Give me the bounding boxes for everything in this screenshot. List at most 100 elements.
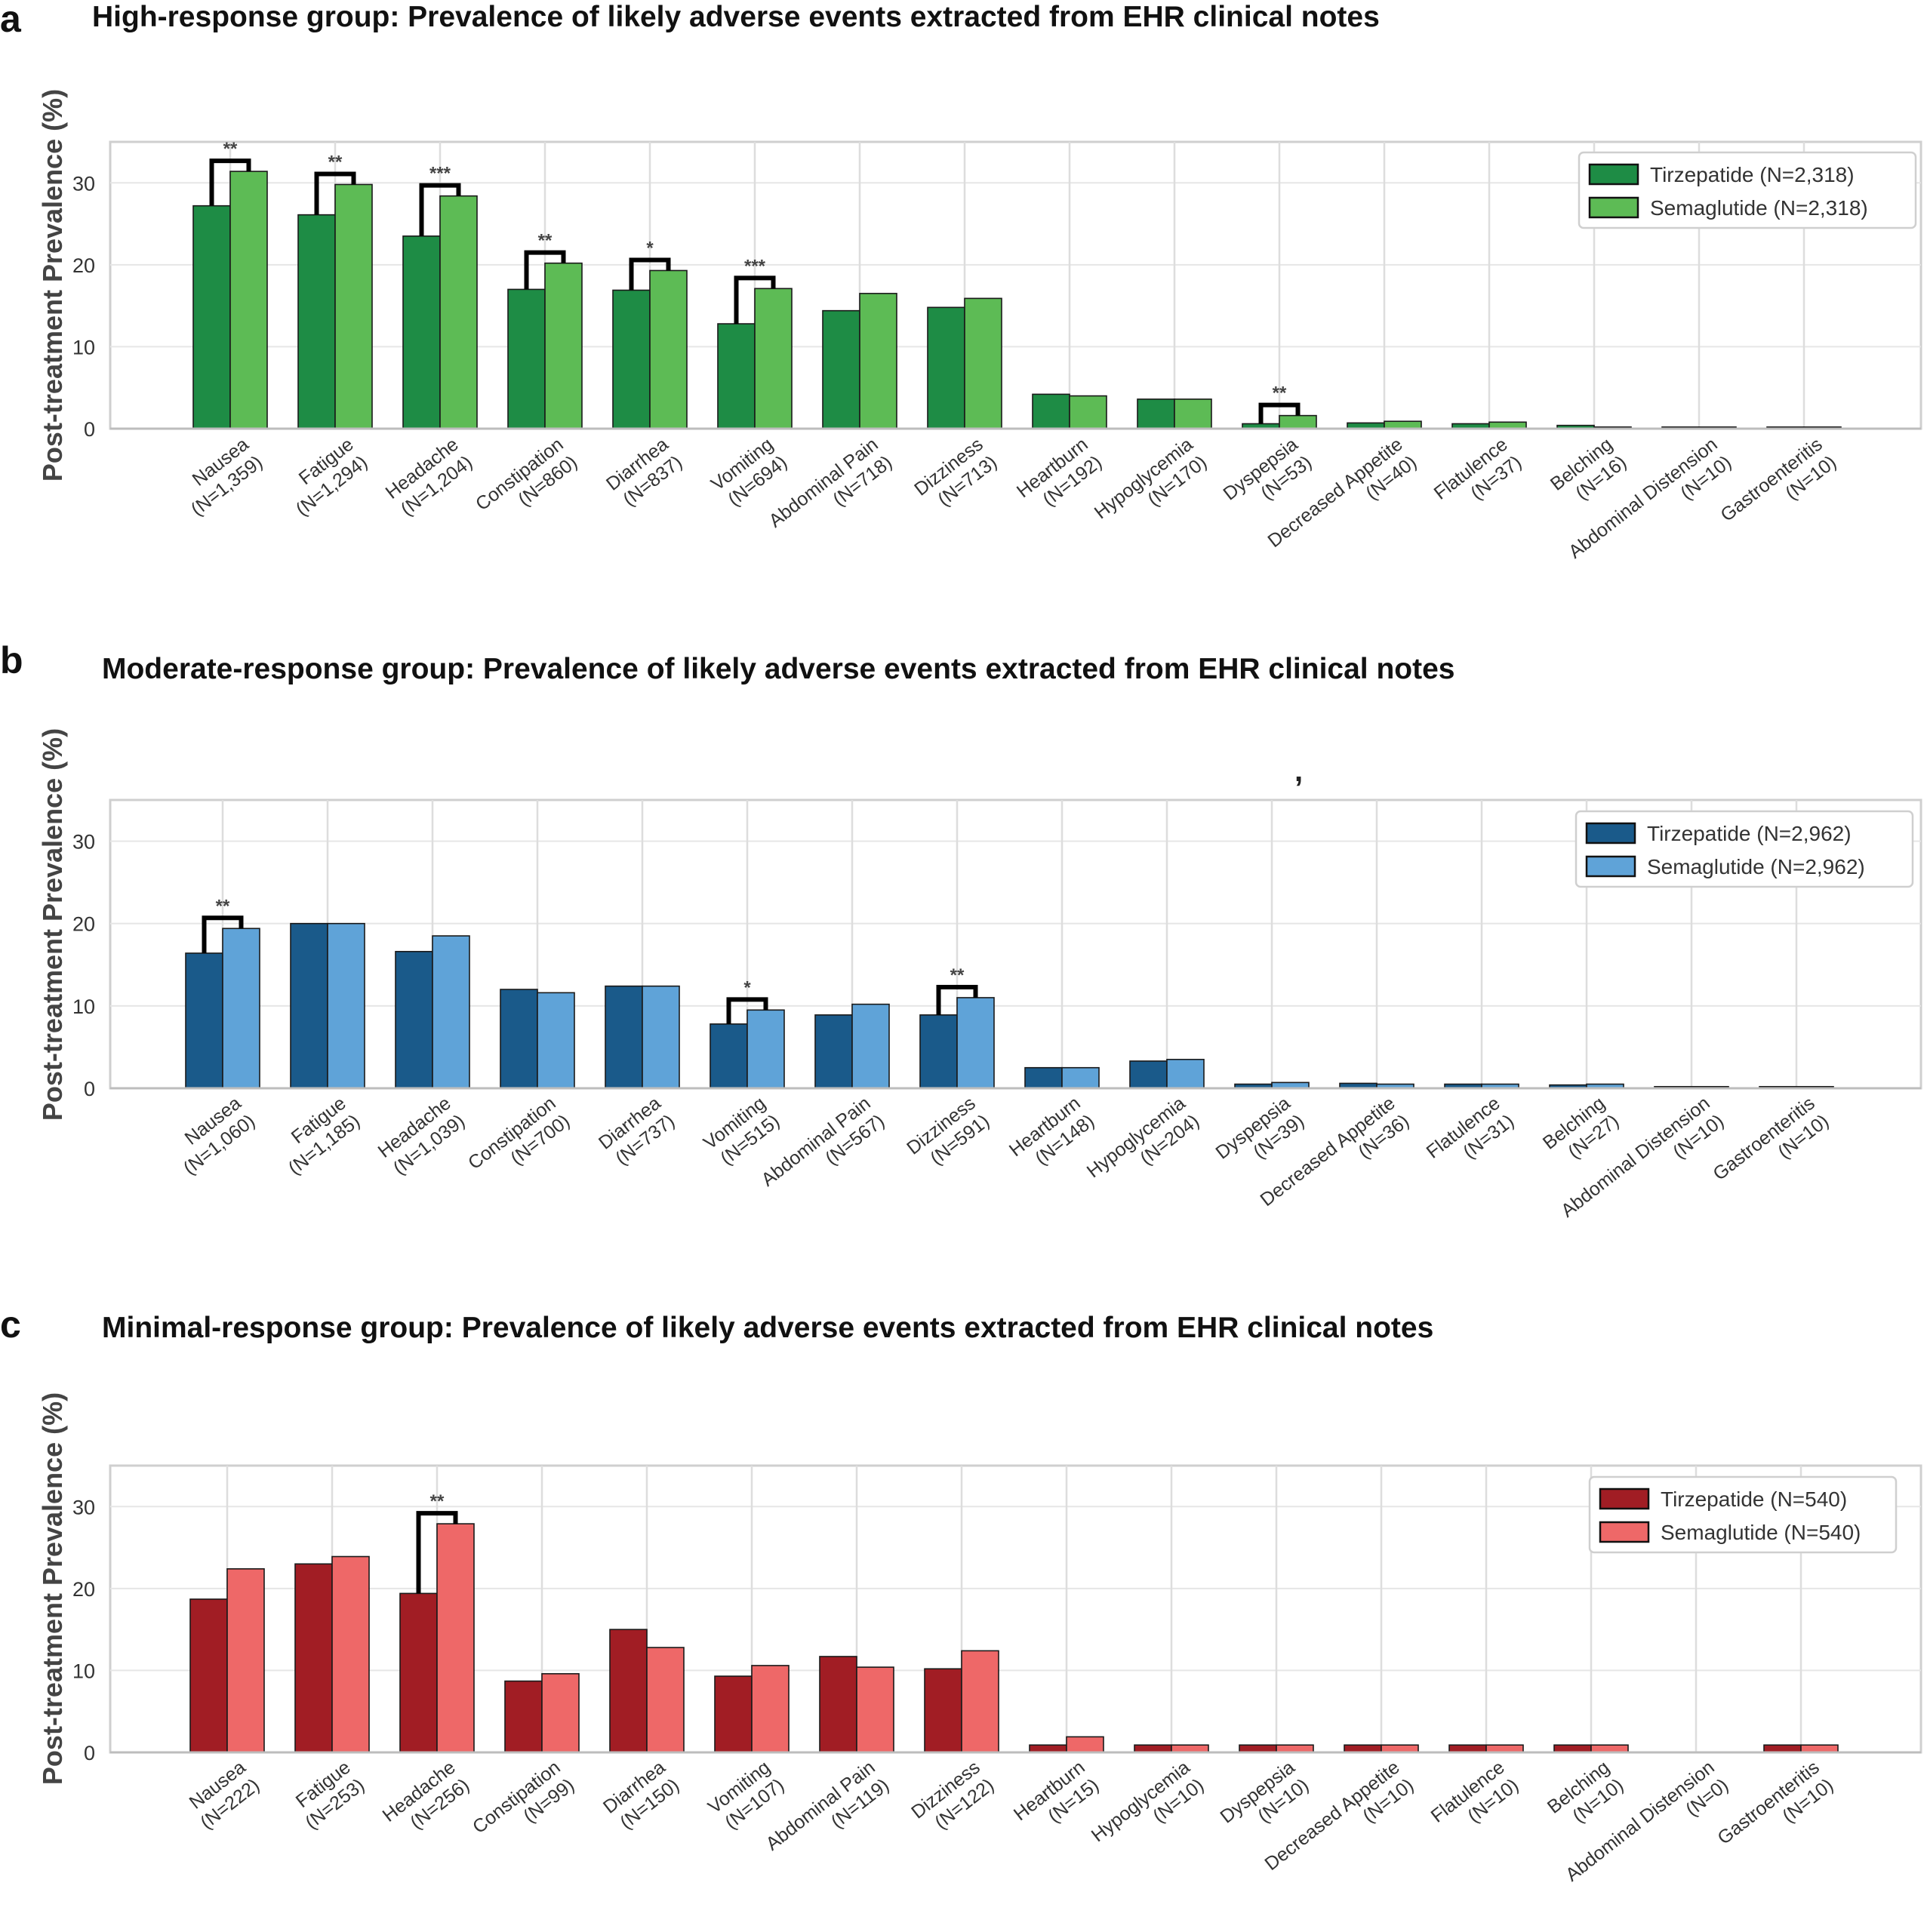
- x-tick-label-group: Headache(N=1,039): [374, 1093, 469, 1180]
- x-tick-label-group: Dizziness(N=591): [903, 1093, 993, 1170]
- stray-comma-mark: ,: [1294, 755, 1304, 788]
- x-tick-label-group: Fatigue(N=1,185): [285, 1093, 364, 1180]
- bar-tirzepatide: [822, 309, 860, 429]
- x-tick-label-group: Hypoglycemia(N=204): [1083, 1093, 1203, 1183]
- bar-tirzepatide: [819, 1656, 857, 1753]
- chart-title: High-response group: Prevalence of likel…: [92, 1, 1380, 33]
- bar-semaglutide: [964, 297, 1002, 429]
- bar-semaglutide: [649, 269, 688, 429]
- y-tick-label: 10: [72, 1660, 95, 1682]
- legend-swatch-tirzepatide: [1585, 822, 1636, 844]
- bar-semaglutide: [1174, 398, 1212, 429]
- x-tick-label-group: Hypoglycemia(N=10): [1088, 1757, 1208, 1847]
- x-tick-label-group: Constipation(N=860): [472, 434, 581, 515]
- y-tick-label: 10: [72, 995, 95, 1018]
- bar-semaglutide: [859, 293, 897, 429]
- legend-swatch-semaglutide: [1585, 855, 1636, 878]
- significance-bracket: [629, 257, 671, 291]
- bar-semaglutide: [544, 262, 583, 429]
- bar-tirzepatide: [612, 289, 651, 429]
- bar-tirzepatide: [927, 306, 965, 429]
- significance-bracket: [202, 915, 244, 954]
- bar-semaglutide: [1166, 1058, 1205, 1089]
- significance-bracket: [734, 275, 776, 325]
- panel-letter: b: [0, 639, 23, 681]
- y-tick-label: 20: [72, 913, 95, 936]
- bar-tirzepatide: [192, 205, 231, 429]
- bar-tirzepatide: [399, 1592, 438, 1753]
- bar-tirzepatide: [402, 235, 441, 429]
- significance-stars: *: [646, 238, 654, 258]
- significance-bracket: [416, 1511, 458, 1594]
- significance-bracket: [936, 984, 978, 1015]
- bar-semaglutide: [646, 1647, 685, 1753]
- x-tick-label-group: Hypoglycemia(N=170): [1091, 434, 1211, 524]
- significance-stars: **: [430, 1491, 445, 1512]
- bar-semaglutide: [1066, 1736, 1104, 1753]
- bar-tirzepatide: [185, 952, 223, 1089]
- x-tick-label-group: Diarrhea(N=737): [595, 1093, 679, 1170]
- significance-bracket: [314, 171, 356, 215]
- panel-letter: a: [0, 0, 21, 40]
- x-tick-label-group: Headache(N=256): [379, 1757, 474, 1834]
- legend-box: [1575, 810, 1914, 888]
- y-axis-label: Post-treatment Prevalence (%): [37, 728, 68, 1121]
- bar-semaglutide: [956, 997, 995, 1089]
- significance-bracket: [1258, 402, 1301, 424]
- bar-tirzepatide: [710, 1023, 748, 1089]
- bar-semaglutide: [1061, 1066, 1100, 1089]
- x-tick-label-group: Constipation(N=700): [464, 1093, 574, 1174]
- bar-semaglutide: [229, 171, 268, 429]
- y-tick-label: 10: [72, 336, 95, 358]
- significance-bracket: [419, 183, 461, 236]
- x-tick-label-group: Headache(N=1,204): [382, 434, 477, 521]
- chart-title: Moderate-response group: Prevalence of l…: [102, 653, 1455, 685]
- bar-tirzepatide: [609, 1629, 648, 1753]
- bar-semaglutide: [754, 288, 793, 429]
- x-tick-label-group: Gastroenteritis(N=10): [1716, 434, 1840, 526]
- x-tick-label-group: Belching(N=27): [1539, 1093, 1623, 1163]
- legend-label: Semaglutide (N=2,962): [1647, 855, 1865, 878]
- x-tick-label-group: Belching(N=16): [1547, 434, 1630, 504]
- significance-stars: **: [328, 152, 343, 172]
- y-tick-label: 20: [72, 1578, 95, 1601]
- legend-swatch-semaglutide: [1599, 1521, 1650, 1543]
- x-tick-label-group: Abdominal Pain(N=567): [757, 1093, 888, 1191]
- significance-stars: **: [950, 965, 965, 986]
- x-tick-label-group: Diarrhea(N=837): [602, 434, 686, 511]
- significance-stars: **: [1273, 383, 1287, 404]
- x-tick-label-group: Flatulence(N=10): [1427, 1757, 1523, 1827]
- x-tick-label-group: Dizziness(N=713): [910, 434, 1001, 511]
- bar-semaglutide: [856, 1666, 894, 1753]
- x-tick-label-group: Nausea(N=1,060): [180, 1093, 259, 1180]
- bar-tirzepatide: [717, 323, 756, 429]
- legend-swatch-semaglutide: [1588, 196, 1639, 219]
- bar-semaglutide: [432, 935, 470, 1089]
- panel-letter: c: [0, 1303, 21, 1346]
- y-tick-label: 30: [72, 1496, 95, 1518]
- bar-tirzepatide: [294, 1563, 333, 1753]
- bar-semaglutide: [331, 1555, 370, 1753]
- bar-tirzepatide: [814, 1014, 853, 1089]
- bar-semaglutide: [222, 928, 260, 1089]
- panel-a: a High-response group: Prevalence of lik…: [0, 0, 1927, 641]
- legend-label: Semaglutide (N=540): [1661, 1521, 1861, 1544]
- y-axis-label: Post-treatment Prevalence (%): [37, 1392, 68, 1785]
- bar-tirzepatide: [1129, 1060, 1168, 1089]
- x-tick-label-group: Nausea(N=1,359): [187, 434, 266, 521]
- x-tick-label-group: Constipation(N=99): [469, 1757, 578, 1838]
- bar-tirzepatide: [1137, 398, 1175, 429]
- bar-semaglutide: [439, 195, 478, 429]
- bar-tirzepatide: [189, 1598, 228, 1753]
- x-tick-label-group: Gastroenteritis(N=10): [1713, 1757, 1837, 1849]
- x-tick-label-group: Diarrhea(N=150): [599, 1757, 683, 1834]
- y-axis-label: Post-treatment Prevalence (%): [37, 89, 68, 481]
- bar-semaglutide: [541, 1672, 580, 1753]
- bar-semaglutide: [1279, 414, 1317, 429]
- panel-b: b Moderate-response group: Prevalence of…: [0, 641, 1927, 1306]
- bar-tirzepatide: [395, 951, 433, 1089]
- x-tick-label-group: Vomiting(N=107): [704, 1757, 788, 1834]
- bar-tirzepatide: [919, 1014, 958, 1089]
